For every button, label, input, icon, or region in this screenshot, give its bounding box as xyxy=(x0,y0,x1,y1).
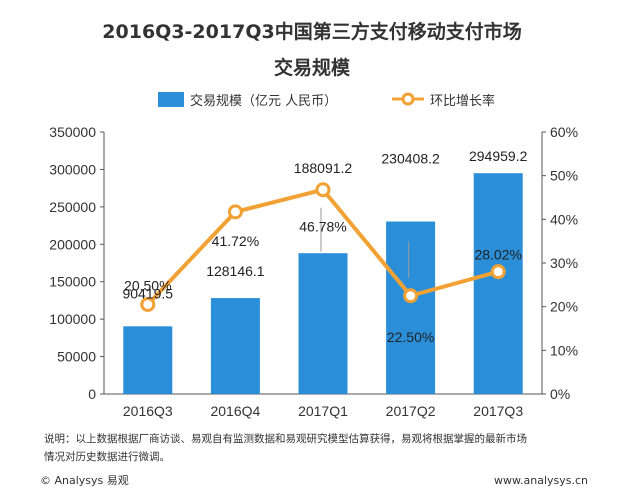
legend-bar-label: 交易规模（亿元 人民币） xyxy=(190,93,337,109)
x-tick-label: 2017Q1 xyxy=(298,403,348,419)
right-tick-label: 60% xyxy=(550,124,578,140)
bar-value-label: 90419.5 xyxy=(122,285,173,301)
chart-title: 2016Q3-2017Q3中国第三方支付移动支付市场 xyxy=(102,20,521,43)
left-tick-label: 150000 xyxy=(49,274,96,290)
right-tick-label: 30% xyxy=(550,255,578,271)
legend-bar-swatch xyxy=(158,92,184,107)
x-tick-label: 2017Q2 xyxy=(386,403,436,419)
footer-copyright: © Analysys 易观 xyxy=(40,474,129,487)
bar xyxy=(123,326,173,394)
line-point xyxy=(315,182,331,198)
bar xyxy=(210,298,260,394)
right-tick-label: 0% xyxy=(550,386,570,402)
bar xyxy=(298,253,348,394)
x-tick-label: 2016Q4 xyxy=(210,403,260,419)
plot-area: 0 50000 100000 150000 200000 250000 300000 3500… xyxy=(49,124,578,419)
growth-value-label: 41.72% xyxy=(212,233,259,249)
legend: 交易规模（亿元 人民币） 环比增长率 xyxy=(158,92,495,109)
chart-subtitle: 交易规模 xyxy=(274,56,351,79)
bar-value-label: 230408.2 xyxy=(381,151,440,167)
left-tick-label: 50000 xyxy=(57,349,96,365)
note-line-1: 说明：以上数据根据厂商访谈、易观自有监测数据和易观研究模型估算获得，易观将根据掌… xyxy=(44,432,527,445)
growth-value-label: 28.02% xyxy=(474,247,521,263)
line-point xyxy=(227,204,243,220)
legend-line-marker xyxy=(401,92,415,106)
bar xyxy=(386,221,436,394)
bar-value-label: 128146.1 xyxy=(206,263,265,279)
left-tick-label: 300000 xyxy=(49,161,96,177)
left-tick-label: 100000 xyxy=(49,311,96,327)
bar-value-label: 188091.2 xyxy=(294,160,353,176)
left-tick-label: 250000 xyxy=(49,199,96,215)
line-point xyxy=(490,264,506,280)
growth-value-label: 46.78% xyxy=(299,219,346,235)
right-tick-label: 10% xyxy=(550,342,578,358)
line-point xyxy=(140,296,156,312)
legend-line-label: 环比增长率 xyxy=(430,93,495,109)
growth-value-label: 22.50% xyxy=(387,329,434,345)
line-point xyxy=(403,288,419,304)
note-line-2: 情况对历史数据进行微调。 xyxy=(44,450,170,463)
right-tick-label: 20% xyxy=(550,299,578,315)
growth-value-label: 20.50% xyxy=(124,277,171,293)
bar-value-label: 294959.2 xyxy=(469,148,528,164)
left-tick-label: 200000 xyxy=(49,236,96,252)
right-tick-label: 40% xyxy=(550,211,578,227)
x-tick-label: 2017Q3 xyxy=(473,403,523,419)
right-tick-label: 50% xyxy=(550,168,578,184)
x-tick-label: 2016Q3 xyxy=(123,403,173,419)
left-tick-label: 350000 xyxy=(49,124,96,140)
bar xyxy=(473,173,523,394)
footer-url: www.analysys.cn xyxy=(494,474,588,487)
left-tick-label: 0 xyxy=(88,386,96,402)
